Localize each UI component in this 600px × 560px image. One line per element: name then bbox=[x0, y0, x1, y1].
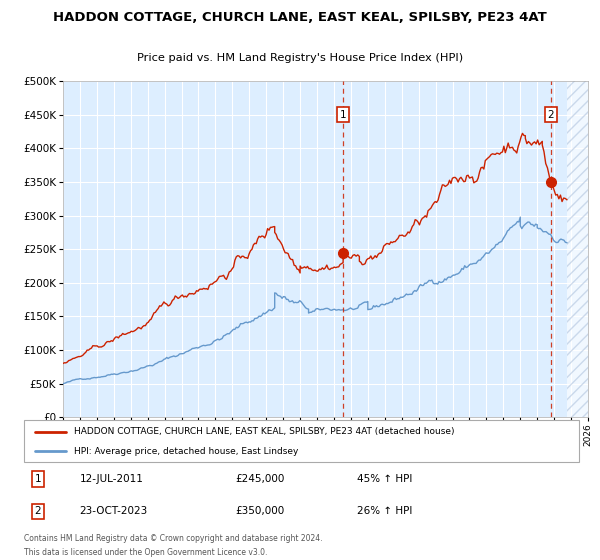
FancyBboxPatch shape bbox=[24, 420, 579, 462]
Text: HADDON COTTAGE, CHURCH LANE, EAST KEAL, SPILSBY, PE23 4AT: HADDON COTTAGE, CHURCH LANE, EAST KEAL, … bbox=[53, 11, 547, 25]
Text: 2: 2 bbox=[35, 506, 41, 516]
Text: 12-JUL-2011: 12-JUL-2011 bbox=[79, 474, 143, 484]
Text: £350,000: £350,000 bbox=[235, 506, 284, 516]
Bar bbox=[567, 81, 588, 417]
Text: Contains HM Land Registry data © Crown copyright and database right 2024.: Contains HM Land Registry data © Crown c… bbox=[24, 534, 323, 543]
Text: 1: 1 bbox=[340, 110, 346, 120]
Text: 1: 1 bbox=[35, 474, 41, 484]
Text: This data is licensed under the Open Government Licence v3.0.: This data is licensed under the Open Gov… bbox=[24, 548, 268, 557]
Text: 2: 2 bbox=[548, 110, 554, 120]
Text: 26% ↑ HPI: 26% ↑ HPI bbox=[357, 506, 412, 516]
Text: HPI: Average price, detached house, East Lindsey: HPI: Average price, detached house, East… bbox=[74, 446, 298, 456]
Text: HADDON COTTAGE, CHURCH LANE, EAST KEAL, SPILSBY, PE23 4AT (detached house): HADDON COTTAGE, CHURCH LANE, EAST KEAL, … bbox=[74, 427, 454, 436]
Text: £245,000: £245,000 bbox=[235, 474, 284, 484]
Text: Price paid vs. HM Land Registry's House Price Index (HPI): Price paid vs. HM Land Registry's House … bbox=[137, 53, 463, 63]
Text: 23-OCT-2023: 23-OCT-2023 bbox=[79, 506, 148, 516]
Text: 45% ↑ HPI: 45% ↑ HPI bbox=[357, 474, 412, 484]
